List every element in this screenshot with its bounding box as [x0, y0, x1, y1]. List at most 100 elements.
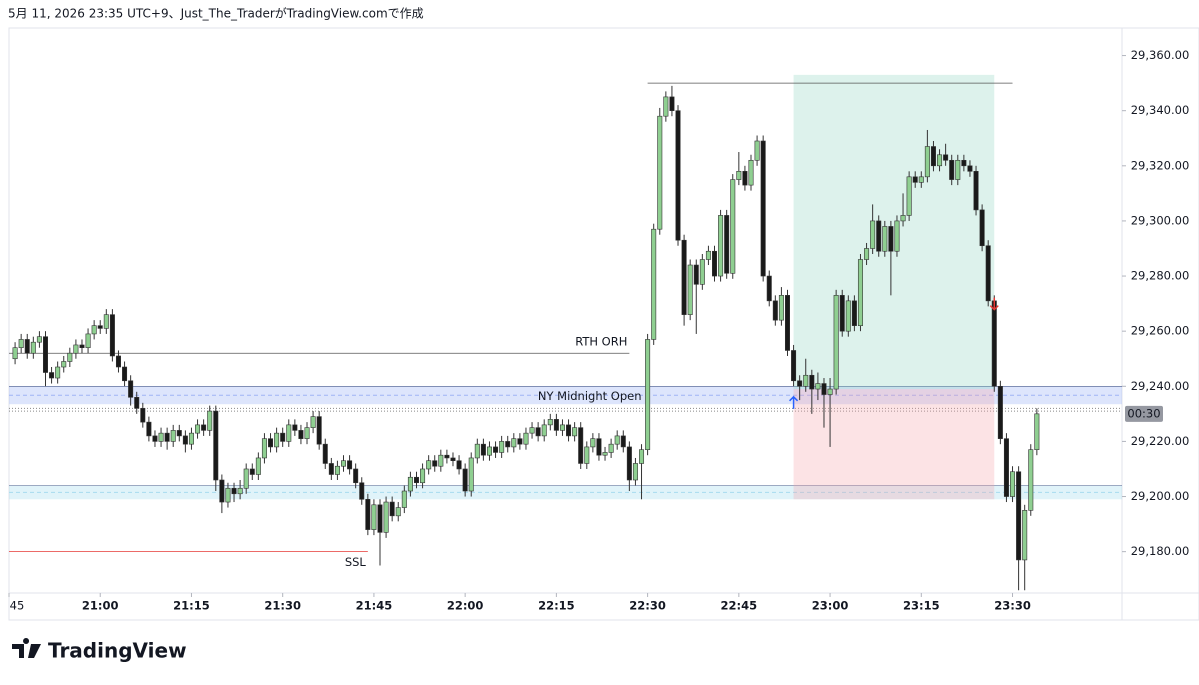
candle-body	[693, 264, 699, 285]
y-tick-label: 29,320.00	[1131, 158, 1190, 172]
candle-body	[24, 339, 30, 354]
candle-body	[426, 460, 432, 470]
candle-body	[341, 460, 347, 467]
candle-body	[967, 165, 973, 172]
candle-body	[632, 463, 638, 481]
candle-body	[195, 424, 201, 434]
candle-body	[328, 463, 334, 475]
candle-body	[839, 295, 845, 332]
level-label: RTH ORH	[575, 335, 627, 349]
x-tick-label: 21:30	[264, 599, 301, 613]
candle-body	[657, 115, 663, 230]
candle-body	[760, 140, 766, 277]
countdown: 00:30	[1127, 406, 1160, 420]
candle-body	[651, 228, 657, 340]
signal-arrow	[989, 297, 999, 311]
candle-body	[687, 264, 693, 315]
candle-body	[298, 430, 304, 439]
candle-body	[602, 452, 608, 456]
candle-body	[772, 300, 778, 321]
candle-body	[724, 215, 730, 274]
signal-arrow	[789, 395, 799, 409]
candle-body	[766, 275, 772, 302]
candle-body	[30, 341, 36, 354]
candle-body	[383, 501, 389, 533]
y-tick-label: 29,240.00	[1131, 379, 1190, 393]
candle-body	[699, 259, 705, 285]
candle-body	[474, 443, 480, 459]
candle-body	[395, 507, 401, 517]
x-tick-label: 22:00	[447, 599, 484, 613]
candle-body	[943, 154, 949, 161]
candle-body	[918, 176, 924, 183]
candle-body	[523, 432, 529, 445]
candle-body	[255, 457, 261, 475]
candle-body	[438, 454, 444, 467]
candle-body	[304, 427, 310, 439]
candle-body	[231, 487, 237, 495]
x-tick-label: 23:15	[903, 599, 940, 613]
candle-body	[365, 498, 371, 530]
candle-body	[292, 424, 298, 431]
candle-body	[784, 295, 790, 351]
axes: 29,180.00 29,200.00 29,220.00 29,240.00 29,2…	[8, 48, 1190, 613]
candle-body	[322, 443, 328, 464]
band-label: NY Midnight Open	[538, 389, 642, 403]
candle-body	[857, 259, 863, 326]
candle-body	[468, 457, 474, 492]
candle-body	[85, 333, 91, 349]
candle-body	[949, 159, 955, 180]
candle-body	[182, 435, 188, 445]
candle-body	[620, 435, 626, 448]
candle-body	[1003, 438, 1009, 497]
candle-body	[219, 479, 225, 503]
candle-body	[444, 454, 450, 459]
candle-body	[207, 410, 213, 431]
y-tick-label: 29,340.00	[1131, 103, 1190, 117]
candle-body	[188, 432, 194, 445]
candle-body	[18, 339, 24, 349]
candle-body	[511, 438, 517, 448]
candle-body	[1028, 449, 1034, 511]
y-tick-label: 29,260.00	[1131, 324, 1190, 338]
candle-body	[36, 336, 42, 343]
candle-body	[639, 449, 645, 464]
candle-body	[493, 446, 499, 453]
x-tick-label: 21:00	[82, 599, 119, 613]
candle-body	[681, 239, 687, 315]
position-stop	[793, 389, 995, 500]
candle-body	[578, 427, 584, 464]
candle-body	[718, 215, 724, 277]
level-label: SSL	[345, 555, 367, 569]
candle-body	[900, 215, 906, 222]
x-tick-label: 23:30	[994, 599, 1031, 613]
candle-body	[742, 171, 748, 186]
candle-body	[590, 438, 596, 448]
candle-body	[42, 336, 48, 373]
candle-body	[55, 366, 61, 379]
candle-body	[584, 446, 590, 464]
candle-body	[91, 325, 97, 335]
candle-body	[164, 432, 170, 442]
y-tick-label: 29,200.00	[1131, 489, 1190, 503]
candle-body	[316, 416, 322, 445]
candle-body	[334, 465, 340, 475]
candle-body	[12, 347, 18, 360]
candle-body	[213, 410, 219, 481]
candle-body	[517, 438, 523, 445]
candle-body	[225, 487, 231, 503]
candle-body	[906, 176, 912, 216]
candle-body	[170, 430, 176, 442]
candle-body	[815, 383, 821, 390]
candle-body	[389, 501, 395, 517]
candle-body	[712, 250, 718, 277]
candle-body	[456, 460, 462, 470]
candle-body	[937, 154, 943, 167]
candle-body	[882, 226, 888, 252]
header: 5月 11, 2026 23:35 UTC+9、Just_The_Traderが…	[8, 6, 424, 21]
candle-body	[778, 295, 784, 321]
candle-body	[955, 159, 961, 180]
brand-name: TradingView	[48, 639, 187, 663]
